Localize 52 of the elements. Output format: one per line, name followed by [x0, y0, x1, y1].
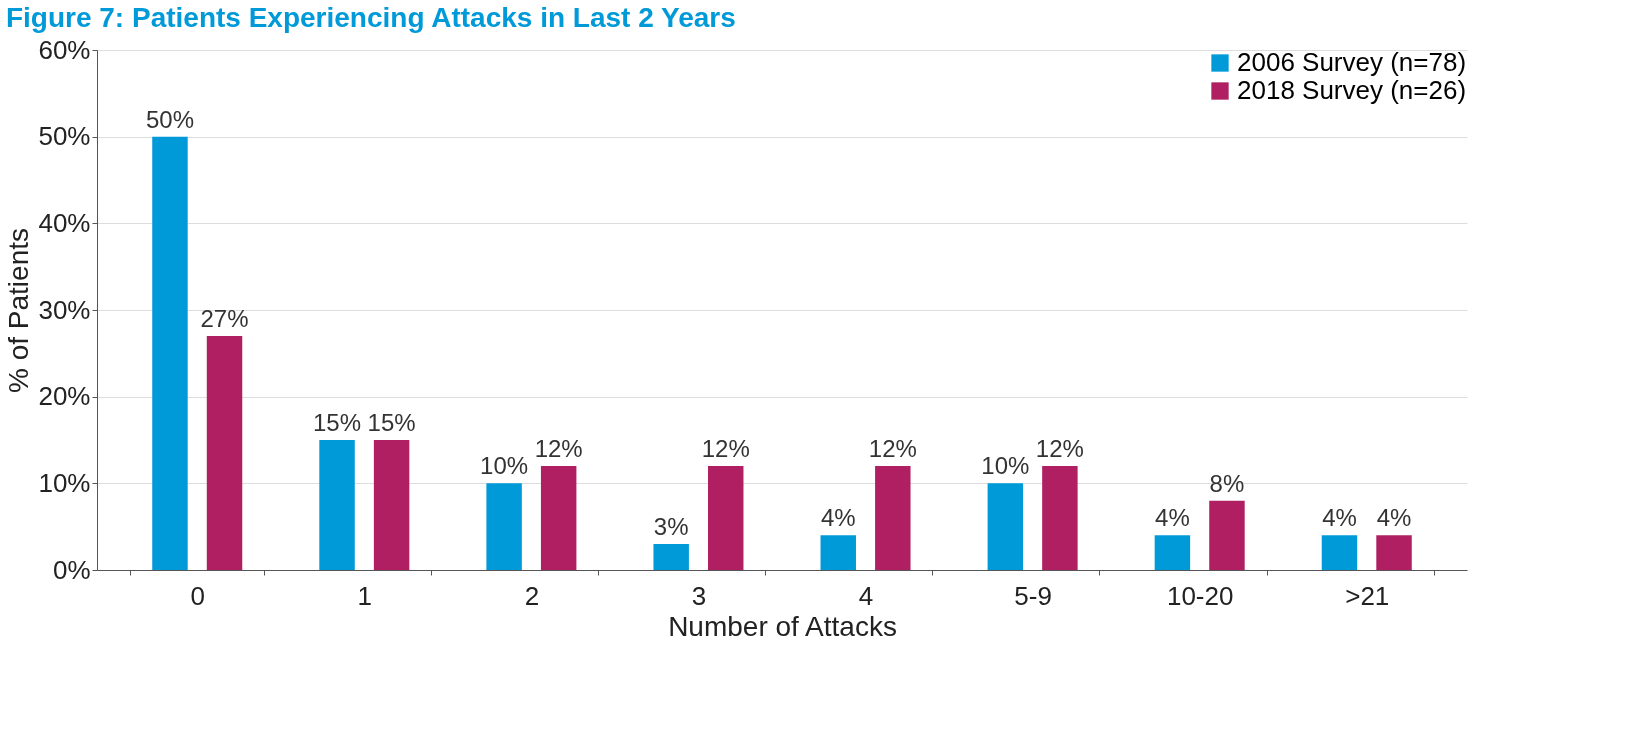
x-tick-label: 2 [524, 580, 540, 611]
y-tick-label: 50% [38, 121, 91, 152]
x-tick-label: 3 [691, 580, 707, 611]
data-label: 3% [653, 513, 689, 540]
y-tick-label: 10% [38, 467, 91, 498]
bar [319, 440, 355, 570]
x-axis-title: Number of Attacks [668, 610, 897, 642]
bar [540, 466, 577, 570]
bar [875, 466, 911, 570]
x-tick-label: 5-9 [1014, 580, 1052, 611]
data-label: 4% [1376, 504, 1412, 532]
y-tick-label: 60% [38, 34, 91, 65]
x-tick-label: >21 [1345, 580, 1390, 611]
bar [1042, 466, 1078, 570]
data-label: 12% [701, 435, 750, 462]
y-tick-label: 20% [38, 381, 91, 412]
legend-label: 2018 Survey (n=26) [1237, 75, 1467, 105]
y-tick-label: 0% [52, 554, 91, 585]
x-tick-label: 10-20 [1166, 580, 1234, 611]
bar [820, 535, 856, 570]
y-axis-title: % of Patients [3, 228, 35, 393]
data-label: 50% [145, 105, 194, 133]
y-tick-label: 30% [38, 294, 91, 325]
bar [1209, 500, 1245, 570]
y-tick-label: 40% [38, 207, 91, 238]
data-label: 12% [1035, 435, 1084, 462]
data-label: 4% [1322, 504, 1357, 532]
bar [373, 440, 410, 570]
data-label: 4% [820, 504, 856, 532]
bar [1376, 535, 1412, 570]
data-label: 15% [367, 409, 416, 436]
data-label: 4% [1155, 504, 1190, 532]
bar [653, 544, 689, 570]
x-tick-label: 1 [357, 580, 373, 611]
bar [708, 466, 744, 570]
bar [987, 483, 1024, 570]
data-label: 10% [981, 452, 1030, 480]
data-label: 15% [313, 409, 362, 436]
data-label: 27% [200, 305, 249, 332]
data-label: 12% [868, 435, 917, 462]
data-label: 10% [480, 452, 529, 480]
bar [152, 136, 188, 570]
bar [486, 483, 522, 570]
data-label: 12% [534, 435, 583, 462]
legend-label: 2006 Survey (n=78) [1237, 47, 1467, 77]
bar [1154, 535, 1191, 570]
x-tick-label: 0 [190, 580, 205, 611]
bar [206, 336, 243, 570]
data-label: 8% [1209, 469, 1245, 497]
bar [1321, 535, 1358, 570]
x-tick-label: 4 [858, 580, 874, 611]
chart-title: Figure 7: Patients Experiencing Attacks in Last 2 Years [5, 2, 736, 33]
